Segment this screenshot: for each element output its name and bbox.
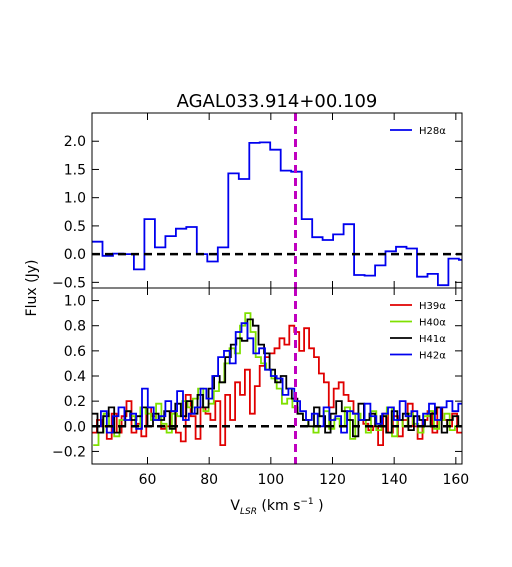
bottom-ytick-label: 0.8 bbox=[64, 319, 86, 335]
top-ytick-label: 1.0 bbox=[64, 191, 86, 207]
bottom-legend-label: H41α bbox=[419, 334, 446, 345]
xtick-label: 160 bbox=[442, 472, 469, 488]
bottom-legend-label: H40α bbox=[419, 318, 446, 329]
x-axis-label-exponent: −1 bbox=[300, 497, 313, 507]
top-ytick-label: 2.0 bbox=[64, 134, 86, 150]
top-plot-area bbox=[92, 113, 462, 288]
bottom-ytick-label: 0.4 bbox=[64, 369, 86, 385]
top-panel: −0.5 0.0 0.5 1.0 1.5 2.0 H28α bbox=[52, 112, 463, 291]
top-legend: H28α bbox=[390, 126, 446, 137]
top-legend-label: H28α bbox=[419, 126, 446, 137]
top-axes-frame bbox=[91, 112, 463, 289]
bottom-ytick-label: 0.2 bbox=[64, 394, 86, 410]
x-axis-label-unit: (km s bbox=[257, 498, 300, 514]
y-axis-label: Flux (Jy) bbox=[24, 260, 40, 317]
xtick-label: 80 bbox=[200, 472, 218, 488]
top-ytick-label: −0.5 bbox=[52, 275, 86, 291]
top-ytick-label: 0.0 bbox=[64, 247, 86, 263]
bottom-series-1 bbox=[93, 312, 461, 446]
xtick-label: 60 bbox=[139, 472, 157, 488]
bottom-series-3 bbox=[95, 322, 462, 434]
x-axis-label: VLSR (km s−1 ) bbox=[230, 497, 323, 517]
bottom-ytick-label: −0.2 bbox=[52, 444, 86, 460]
xtick-label: 100 bbox=[257, 472, 284, 488]
bottom-ticks: −0.2 0.0 0.2 0.4 0.6 0.8 1.0 60 80 100 120 140 160 bbox=[52, 288, 469, 488]
bottom-legend-label: H39α bbox=[419, 301, 446, 312]
top-ytick-label: 1.5 bbox=[64, 162, 86, 178]
xtick-label: 140 bbox=[381, 472, 408, 488]
top-ticks: −0.5 0.0 0.5 1.0 1.5 2.0 bbox=[52, 113, 462, 291]
bottom-ytick-label: 0.0 bbox=[64, 419, 86, 435]
x-axis-label-main: V bbox=[230, 498, 240, 514]
bottom-legend: H39α H40α H41α H42α bbox=[390, 301, 446, 362]
top-series-0 bbox=[92, 141, 462, 287]
xtick-label: 120 bbox=[319, 472, 346, 488]
top-ytick-label: 0.5 bbox=[64, 219, 86, 235]
figure-title: AGAL033.914+00.109 bbox=[177, 91, 378, 112]
bottom-panel: −0.2 0.0 0.2 0.4 0.6 0.8 1.0 60 80 100 120 140 160 H… bbox=[52, 287, 469, 488]
bottom-plot-area bbox=[92, 288, 462, 464]
x-axis-label-subscript: LSR bbox=[240, 507, 257, 517]
bottom-ytick-label: 1.0 bbox=[64, 294, 86, 310]
bottom-legend-label: H42α bbox=[419, 351, 446, 362]
x-axis-label-unit-close: ) bbox=[314, 498, 324, 514]
bottom-ytick-label: 0.6 bbox=[64, 344, 86, 360]
